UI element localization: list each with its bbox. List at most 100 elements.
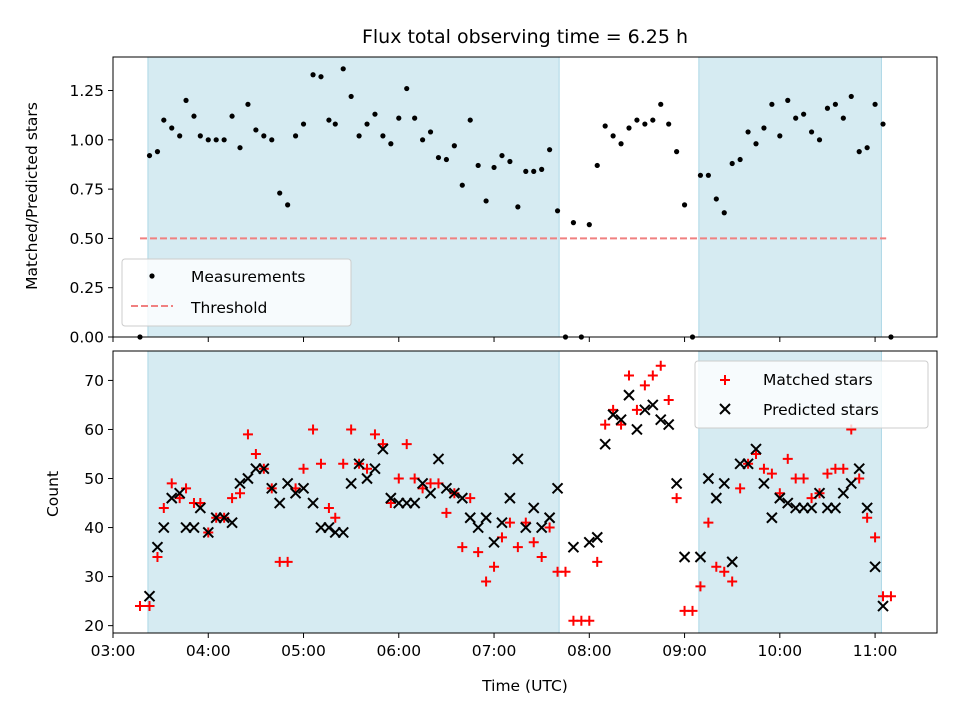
measurement-point [435, 154, 442, 161]
measurement-point [427, 129, 434, 135]
measurement-point [318, 74, 324, 80]
predicted-stars-point [173, 487, 186, 499]
bottom-y-axis-label: Count [44, 471, 62, 517]
bottom-y-tick-label: 50 [84, 470, 104, 488]
measurement-point [880, 121, 886, 127]
matched-stars-point [703, 517, 714, 528]
matched-stars-point [144, 601, 155, 612]
measurement-point [388, 141, 394, 147]
predicted-stars-point [385, 492, 397, 504]
predicted-stars-point [726, 556, 738, 568]
measurement-point [785, 97, 791, 103]
predicted-stars-point [369, 462, 381, 475]
predicted-stars-point [567, 541, 580, 553]
predicted-stars-point [694, 551, 707, 563]
matched-stars-point [441, 507, 452, 518]
measurement-point [650, 117, 656, 123]
measurement-point [769, 101, 775, 107]
measurement-point [396, 115, 402, 121]
x-tick-label: 07:00 [472, 642, 517, 660]
matched-stars-point [174, 493, 185, 504]
predicted-stars-point [813, 487, 826, 499]
x-tick-label: 08:00 [567, 642, 612, 660]
measurement-point [801, 111, 807, 117]
measurement-point [777, 133, 783, 139]
predicted-stars-point [158, 521, 170, 534]
measurement-point [419, 137, 426, 143]
x-tick-label: 05:00 [281, 642, 326, 660]
measurement-point [348, 93, 354, 100]
matched-stars-point [512, 542, 523, 553]
matched-stars-point [711, 561, 722, 572]
predicted-stars-point [774, 492, 786, 504]
predicted-stars-point [472, 521, 484, 534]
measurement-point [753, 141, 759, 147]
predicted-stars-point [837, 487, 850, 499]
measurement-point [364, 121, 370, 127]
predicted-stars-point [188, 521, 200, 534]
top-y-tick-label: 0.00 [69, 329, 104, 347]
matched-stars-point [235, 488, 246, 499]
predicted-stars-point [496, 516, 508, 529]
predicted-stars-point [226, 516, 238, 529]
top-shaded-interval [698, 57, 882, 337]
matched-stars-point [639, 380, 650, 391]
measurement-point [459, 182, 465, 188]
matched-stars-point [862, 512, 873, 523]
top-y-tick-label: 1.25 [69, 82, 104, 100]
measurement-point [634, 117, 640, 123]
predicted-stars-point [488, 536, 500, 548]
predicted-stars-point [323, 521, 335, 534]
legend-threshold-label: Threshold [190, 299, 267, 317]
x-axis-label: Time (UTC) [481, 677, 568, 695]
measurement-point [713, 196, 719, 202]
matched-stars-point [560, 566, 571, 577]
predicted-stars-point [242, 472, 254, 485]
measurement-point [169, 125, 175, 131]
top-y-axis-label: Matched/Predicted stars [23, 102, 41, 290]
matched-stars-point [250, 448, 261, 459]
measurement-point [326, 117, 332, 123]
measurement-point [253, 127, 259, 133]
matched-stars-point [608, 404, 619, 415]
matched-stars-point [330, 512, 341, 523]
measurement-point [161, 117, 167, 123]
predicted-stars-point [504, 492, 516, 504]
measurement-point [840, 115, 846, 121]
measurement-point [618, 141, 624, 147]
measurement-point [177, 133, 183, 139]
top-y-tick-label: 0.25 [69, 279, 104, 297]
predicted-stars-point [631, 423, 643, 436]
matched-stars-point [338, 458, 349, 469]
top-legend-box [121, 258, 352, 327]
predicted-stars-point [543, 512, 556, 524]
measurement-point [191, 113, 197, 119]
measurement-point [523, 168, 529, 174]
matched-stars-point [647, 370, 658, 381]
predicted-stars-point [151, 541, 164, 553]
matched-stars-point [838, 463, 849, 474]
measurement-point [681, 202, 688, 208]
measurement-point [507, 158, 513, 165]
predicted-stars-point [599, 438, 611, 450]
measurement-point [154, 149, 161, 155]
legend-predicted-label: Predicted stars [763, 401, 879, 419]
predicted-stars-point [670, 477, 683, 490]
predicted-stars-point [281, 477, 294, 490]
matched-stars-point [393, 473, 404, 484]
predicted-stars-point [583, 536, 596, 548]
predicted-stars-point [615, 413, 627, 426]
predicted-stars-point [345, 477, 357, 490]
matched-stars-point [822, 468, 833, 479]
predicted-stars-point [805, 502, 818, 514]
predicted-stars-point [432, 453, 445, 465]
predicted-stars-point [782, 497, 794, 509]
matched-stars-point [687, 605, 698, 616]
matched-stars-point [616, 419, 627, 430]
measurement-point [697, 172, 704, 178]
measurement-point [872, 101, 878, 107]
predicted-stars-point [607, 409, 619, 421]
measurement-point [808, 129, 815, 135]
predicted-stars-point [218, 512, 230, 524]
